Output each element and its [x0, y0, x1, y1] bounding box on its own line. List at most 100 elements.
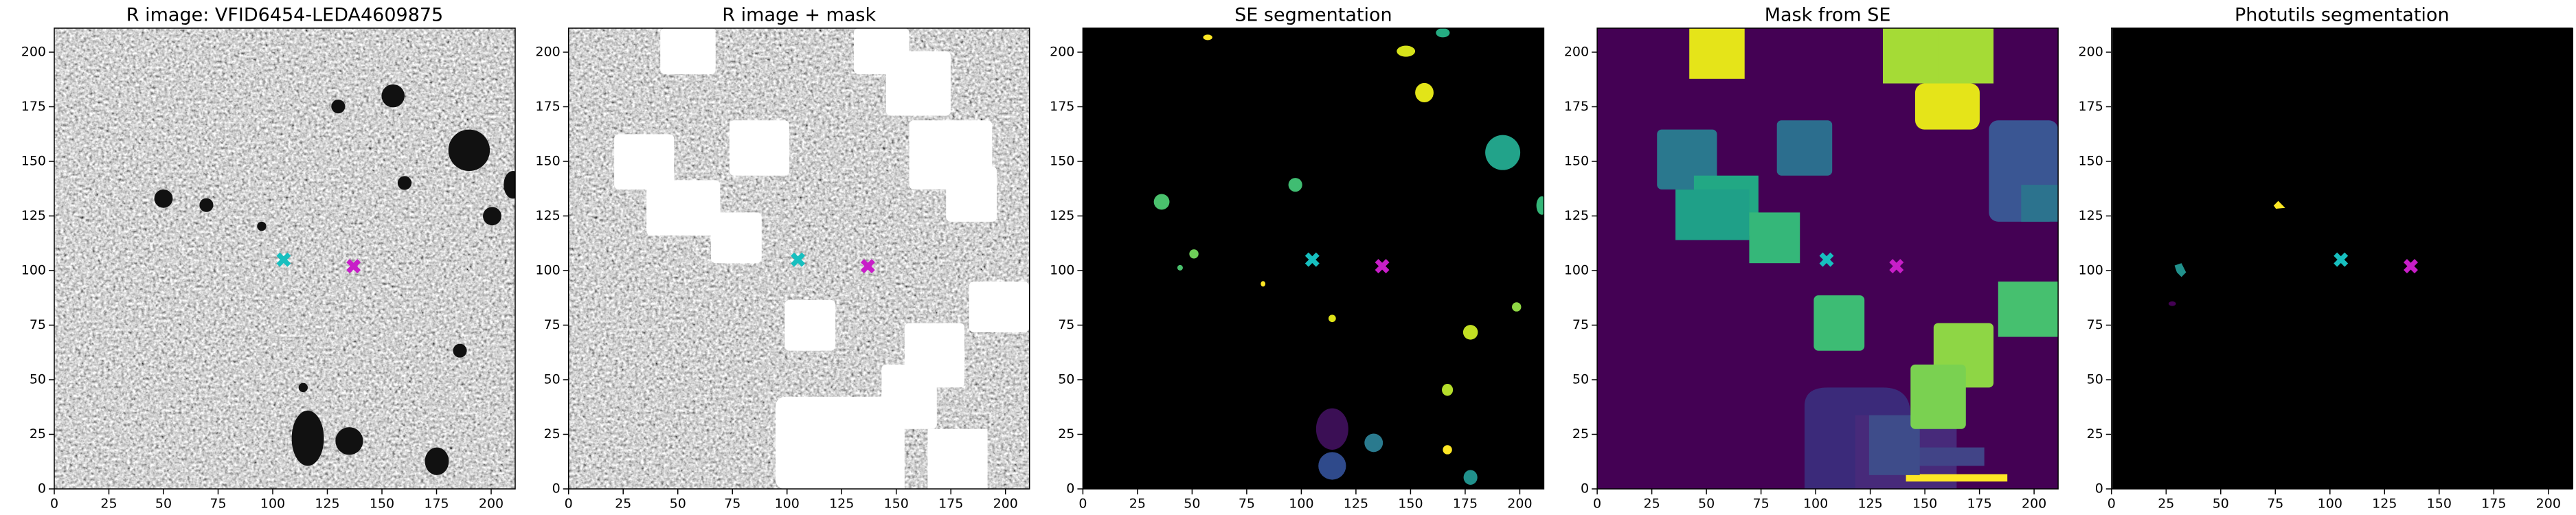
x-tick-label: 100 — [260, 496, 285, 512]
x-tick-label: 125 — [829, 496, 854, 512]
y-tick-label: 25 — [1572, 426, 1589, 442]
y-tick-label: 100 — [535, 262, 560, 277]
y-tick-label: 175 — [1564, 99, 1589, 114]
x-tick-label: 0 — [50, 496, 58, 512]
y-tick-label: 150 — [2079, 153, 2103, 168]
x-tick-label: 150 — [1398, 496, 1423, 512]
x-tick-label: 200 — [479, 496, 504, 512]
y-tick-label: 75 — [544, 317, 561, 332]
y-tick-label: 75 — [1572, 317, 1589, 332]
x-tick-label: 175 — [424, 496, 449, 512]
marker — [346, 259, 361, 274]
y-tick-label: 200 — [21, 44, 46, 59]
y-tick-label: 125 — [21, 208, 46, 223]
y-tick-label: 50 — [1058, 371, 1074, 387]
x-tick-label: 175 — [2481, 496, 2506, 512]
x-tick-label: 200 — [1507, 496, 1532, 512]
y-tick-label: 25 — [544, 426, 561, 442]
marker — [791, 252, 806, 267]
marker — [2334, 252, 2349, 267]
x-tick-label: 125 — [315, 496, 339, 512]
y-tick-label: 75 — [30, 317, 46, 332]
y-tick-label: 175 — [2079, 99, 2103, 114]
panel-title: R image: VFID6454-LEDA4609875 — [126, 5, 443, 26]
y-tick-label: 100 — [21, 262, 46, 277]
y-tick-label: 50 — [1572, 371, 1589, 387]
y-tick-label: 0 — [1066, 481, 1074, 496]
x-tick-label: 50 — [1698, 496, 1715, 512]
marker — [860, 259, 875, 274]
x-tick-label: 0 — [565, 496, 573, 512]
y-tick-label: 175 — [1050, 99, 1074, 114]
x-tick-label: 175 — [1453, 496, 1478, 512]
x-tick-label: 50 — [2213, 496, 2229, 512]
x-tick-label: 200 — [2536, 496, 2561, 512]
x-tick-label: 125 — [2372, 496, 2397, 512]
x-tick-label: 100 — [775, 496, 800, 512]
axes-frame — [54, 27, 516, 490]
y-tick-label: 0 — [38, 481, 46, 496]
x-tick-label: 200 — [2022, 496, 2046, 512]
y-tick-label: 150 — [1050, 153, 1074, 168]
y-tick-label: 200 — [535, 44, 560, 59]
x-tick-label: 25 — [2158, 496, 2174, 512]
marker — [1819, 252, 1834, 267]
x-tick-label: 0 — [2108, 496, 2116, 512]
panel-title: R image + mask — [722, 5, 876, 26]
x-tick-label: 175 — [938, 496, 963, 512]
y-tick-label: 175 — [21, 99, 46, 114]
x-tick-label: 25 — [615, 496, 631, 512]
x-tick-label: 75 — [1753, 496, 1770, 512]
axes-frame — [567, 27, 1030, 490]
y-tick-label: 200 — [2079, 44, 2103, 59]
panel-title: Photutils segmentation — [2235, 5, 2450, 26]
y-tick-label: 125 — [1050, 208, 1074, 223]
x-tick-label: 0 — [1078, 496, 1087, 512]
y-tick-label: 25 — [1058, 426, 1074, 442]
y-tick-label: 0 — [2095, 481, 2103, 496]
y-tick-label: 50 — [2087, 371, 2103, 387]
y-tick-label: 125 — [1564, 208, 1589, 223]
y-tick-label: 100 — [1050, 262, 1074, 277]
y-tick-label: 150 — [535, 153, 560, 168]
x-tick-label: 50 — [155, 496, 172, 512]
marker — [1375, 259, 1390, 274]
y-tick-label: 75 — [1058, 317, 1074, 332]
y-tick-label: 150 — [1564, 153, 1589, 168]
x-tick-label: 25 — [100, 496, 117, 512]
x-tick-label: 100 — [2318, 496, 2342, 512]
y-tick-label: 50 — [544, 371, 561, 387]
marker — [276, 252, 291, 267]
x-tick-label: 100 — [1289, 496, 1313, 512]
panel-title: SE segmentation — [1234, 5, 1392, 26]
marker — [1304, 252, 1320, 267]
x-tick-label: 75 — [1239, 496, 1255, 512]
x-tick-label: 100 — [1803, 496, 1828, 512]
axes-frame — [1596, 27, 2059, 490]
x-tick-label: 150 — [1912, 496, 1937, 512]
axes-frame — [1082, 27, 1545, 490]
x-tick-label: 200 — [993, 496, 1018, 512]
x-tick-label: 125 — [1344, 496, 1368, 512]
y-tick-label: 150 — [21, 153, 46, 168]
y-tick-label: 200 — [1564, 44, 1589, 59]
x-tick-label: 50 — [1184, 496, 1200, 512]
x-tick-label: 75 — [210, 496, 226, 512]
panel-title: Mask from SE — [1765, 5, 1891, 26]
y-tick-label: 50 — [30, 371, 46, 387]
x-tick-label: 150 — [370, 496, 394, 512]
y-tick-label: 25 — [30, 426, 46, 442]
x-tick-label: 175 — [1967, 496, 1991, 512]
y-tick-label: 200 — [1050, 44, 1074, 59]
marker — [1889, 259, 1904, 274]
y-tick-label: 0 — [1581, 481, 1589, 496]
x-tick-label: 75 — [724, 496, 741, 512]
marker — [2403, 259, 2418, 274]
x-tick-label: 25 — [1644, 496, 1660, 512]
y-tick-label: 100 — [1564, 262, 1589, 277]
y-tick-label: 100 — [2079, 262, 2103, 277]
y-tick-label: 0 — [552, 481, 561, 496]
x-tick-label: 0 — [1593, 496, 1601, 512]
